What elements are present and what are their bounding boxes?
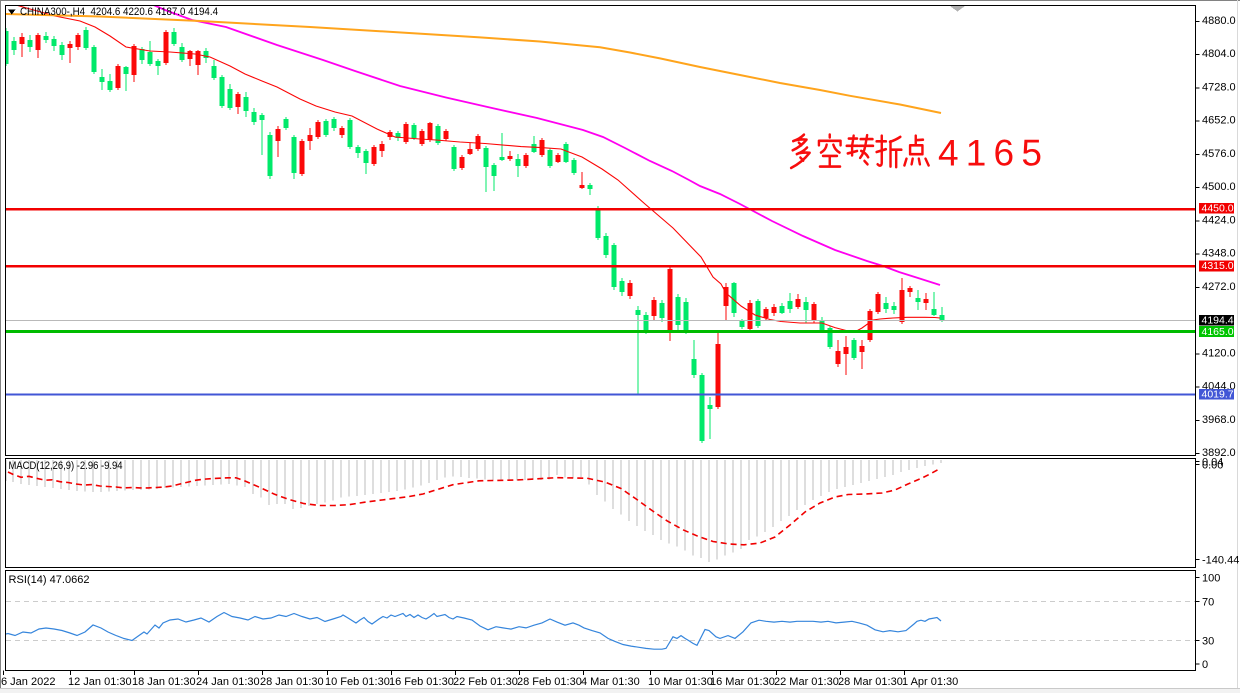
svg-text:28 Feb 01:30: 28 Feb 01:30 (517, 676, 582, 688)
svg-text:1 Apr 01:30: 1 Apr 01:30 (902, 676, 958, 688)
svg-text:18 Jan 01:30: 18 Jan 01:30 (132, 676, 196, 688)
svg-text:4 Mar 01:30: 4 Mar 01:30 (581, 676, 640, 688)
svg-text:100: 100 (1202, 573, 1220, 585)
svg-text:70: 70 (1202, 596, 1214, 608)
svg-text:4272.0: 4272.0 (1202, 281, 1236, 293)
svg-text:4194.4: 4194.4 (1202, 314, 1234, 326)
svg-text:4165.0: 4165.0 (1202, 326, 1234, 338)
svg-text:0: 0 (1202, 659, 1208, 671)
svg-text:-140.44: -140.44 (1202, 554, 1239, 566)
svg-text:16 Mar 01:30: 16 Mar 01:30 (710, 676, 775, 688)
svg-text:22 Feb 01:30: 22 Feb 01:30 (453, 676, 518, 688)
svg-text:24 Jan 01:30: 24 Jan 01:30 (196, 676, 260, 688)
svg-text:3892.0: 3892.0 (1202, 447, 1236, 459)
svg-text:MACD(12,26,9) -2.96 -9.94: MACD(12,26,9) -2.96 -9.94 (9, 460, 123, 472)
svg-text:4315.0: 4315.0 (1202, 260, 1234, 272)
svg-text:30: 30 (1202, 635, 1214, 647)
svg-text:4500.0: 4500.0 (1202, 181, 1236, 193)
svg-text:RSI(14) 47.0662: RSI(14) 47.0662 (9, 574, 90, 586)
svg-text:22 Mar 01:30: 22 Mar 01:30 (774, 676, 839, 688)
svg-text:4728.0: 4728.0 (1202, 82, 1236, 94)
svg-text:28 Mar 01:30: 28 Mar 01:30 (838, 676, 903, 688)
svg-text:0.04: 0.04 (1202, 457, 1223, 469)
svg-text:4348.0: 4348.0 (1202, 248, 1236, 260)
svg-text:10 Mar 01:30: 10 Mar 01:30 (648, 676, 713, 688)
svg-text:4165: 4165 (938, 133, 1049, 174)
svg-text:28 Jan 01:30: 28 Jan 01:30 (260, 676, 324, 688)
svg-text:4424.0: 4424.0 (1202, 214, 1236, 226)
svg-text:4019.7: 4019.7 (1202, 388, 1234, 400)
svg-text:4120.0: 4120.0 (1202, 347, 1236, 359)
svg-text:4880.0: 4880.0 (1202, 15, 1236, 27)
svg-text:4450.0: 4450.0 (1202, 202, 1234, 214)
svg-text:CHINA300-,H4 4204.6 4220.6 41: CHINA300-,H4 4204.6 4220.6 4187.0 4194.4 (20, 6, 218, 18)
svg-text:0.00: 0.00 (1202, 460, 1223, 472)
svg-text:4804.0: 4804.0 (1202, 48, 1236, 60)
svg-text:6 Jan 2022: 6 Jan 2022 (1, 676, 55, 688)
svg-text:4652.0: 4652.0 (1202, 115, 1236, 127)
svg-text:10 Feb 01:30: 10 Feb 01:30 (325, 676, 390, 688)
svg-text:3968.0: 3968.0 (1202, 414, 1236, 426)
svg-text:12 Jan 01:30: 12 Jan 01:30 (68, 676, 132, 688)
svg-text:16 Feb 01:30: 16 Feb 01:30 (389, 676, 454, 688)
svg-text:4576.0: 4576.0 (1202, 148, 1236, 160)
